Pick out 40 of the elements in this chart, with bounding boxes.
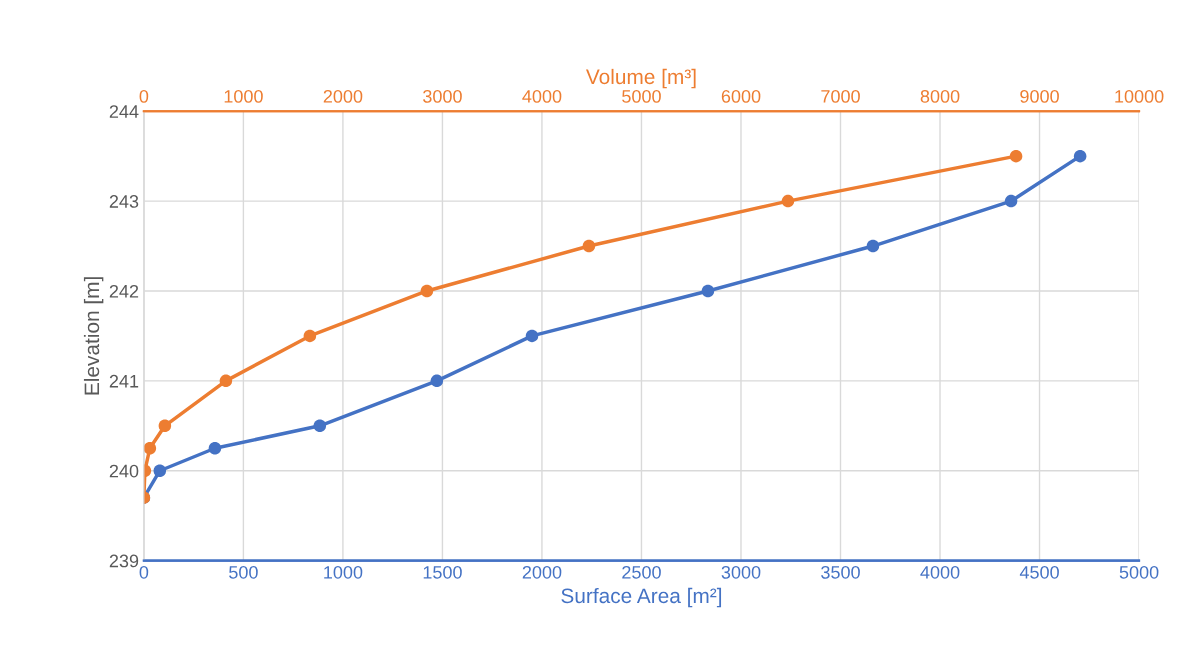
point — [866, 239, 880, 253]
point — [1073, 149, 1087, 163]
y-axis-title: Elevation [m] — [83, 277, 104, 395]
x-tick-label: 5000 — [1119, 565, 1159, 579]
point — [1004, 194, 1018, 208]
x2-tick-label: 0 — [139, 89, 149, 103]
x2-tick-label: 7000 — [821, 89, 860, 103]
x2-tick-label: 5000 — [622, 89, 661, 103]
x-tick-label: 500 — [229, 565, 258, 579]
x2-tick-label: 8000 — [920, 89, 960, 103]
x-axis-title: Surface Area [m²] — [561, 587, 722, 608]
x2-tick-label: 3000 — [423, 89, 462, 103]
x-tick-label: 2500 — [622, 565, 661, 579]
y-tick-label: 239 — [109, 554, 139, 568]
x2-tick-label: 4000 — [522, 89, 562, 103]
y-tick-label: 244 — [109, 105, 139, 118]
point — [430, 374, 444, 388]
x-tick-label: 4500 — [1019, 565, 1059, 579]
x-tick-label: 4000 — [920, 565, 960, 579]
x2-tick-label: 9000 — [1020, 89, 1059, 103]
x-tick-label: 3500 — [821, 565, 860, 579]
x2-tick-label: 10000 — [1115, 89, 1164, 103]
x-tick-label: 3000 — [721, 565, 761, 579]
point — [208, 442, 222, 455]
y-tick-label: 243 — [109, 195, 139, 208]
x-tick-label: 2000 — [522, 565, 562, 579]
x-tick-label: 1000 — [324, 565, 363, 579]
y-tick-label: 240 — [109, 464, 139, 478]
y-tick-label: 242 — [109, 284, 139, 298]
point — [701, 284, 715, 298]
x2-tick-label: 6000 — [721, 89, 761, 103]
y-tick-label: 241 — [109, 374, 139, 388]
x-tick-label: 1500 — [423, 565, 462, 579]
point — [525, 329, 539, 343]
x2-tick-label: 1000 — [224, 89, 263, 103]
point — [313, 419, 327, 433]
x2-tick-label: 2000 — [323, 89, 363, 103]
x-tick-label: 0 — [139, 565, 149, 579]
point — [153, 464, 167, 477]
x2-axis-title: Volume [m³] — [585, 68, 696, 89]
